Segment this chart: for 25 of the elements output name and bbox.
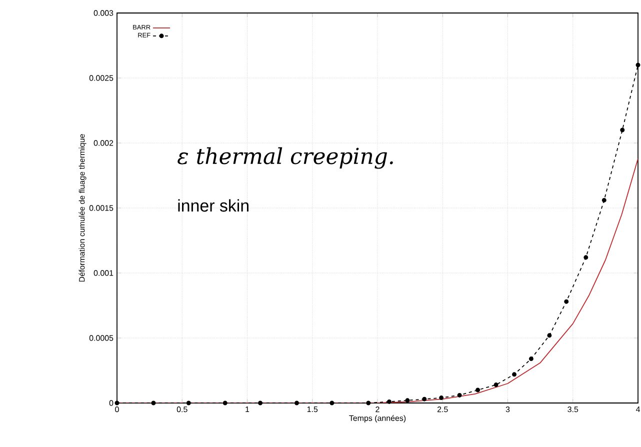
point <box>405 398 410 403</box>
annotation: ε thermal creeping. <box>178 147 393 169</box>
point <box>528 356 534 362</box>
point <box>476 388 480 392</box>
point <box>386 399 392 404</box>
point <box>564 299 569 304</box>
point <box>547 333 552 338</box>
point <box>186 400 191 406</box>
point <box>512 372 517 377</box>
annotation: inner skin <box>178 199 248 212</box>
point <box>636 62 640 68</box>
point <box>494 382 498 388</box>
point <box>422 396 427 402</box>
point <box>620 128 625 132</box>
point <box>258 400 263 406</box>
point <box>439 396 444 400</box>
point <box>457 392 462 398</box>
point <box>602 198 606 202</box>
point <box>151 400 156 406</box>
point <box>330 400 334 406</box>
point <box>584 255 588 260</box>
point <box>222 400 228 406</box>
point <box>294 400 299 406</box>
point <box>366 400 371 406</box>
point <box>114 400 120 406</box>
